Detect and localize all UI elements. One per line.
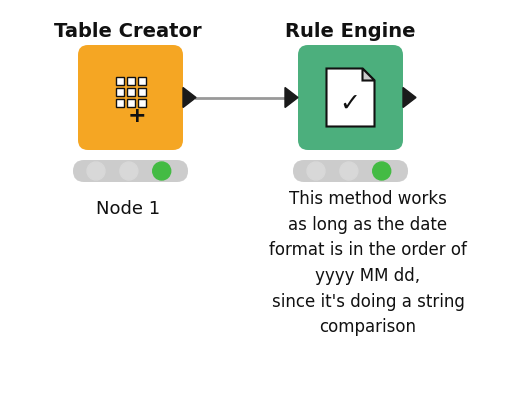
Polygon shape	[327, 68, 374, 126]
Text: Rule Engine: Rule Engine	[285, 22, 415, 41]
Circle shape	[373, 162, 391, 180]
Text: This method works
as long as the date
format is in the order of
yyyy MM dd,
sinc: This method works as long as the date fo…	[269, 190, 467, 337]
Polygon shape	[362, 68, 374, 81]
Bar	[138, 98, 145, 107]
Text: +: +	[127, 107, 146, 126]
Polygon shape	[285, 88, 298, 107]
Bar	[138, 88, 145, 96]
FancyBboxPatch shape	[78, 45, 183, 150]
Bar	[116, 77, 123, 85]
Circle shape	[153, 162, 170, 180]
Circle shape	[307, 162, 325, 180]
Polygon shape	[403, 88, 416, 107]
Bar	[126, 88, 135, 96]
Bar	[116, 88, 123, 96]
Bar	[126, 77, 135, 85]
Bar	[138, 77, 145, 85]
Text: ✓: ✓	[339, 92, 360, 115]
Bar	[116, 98, 123, 107]
Circle shape	[120, 162, 138, 180]
Polygon shape	[183, 88, 196, 107]
FancyBboxPatch shape	[73, 160, 188, 182]
Bar	[126, 98, 135, 107]
FancyBboxPatch shape	[298, 45, 403, 150]
Circle shape	[340, 162, 358, 180]
Text: Table Creator: Table Creator	[54, 22, 202, 41]
Circle shape	[87, 162, 105, 180]
Text: Node 1: Node 1	[96, 200, 160, 218]
FancyBboxPatch shape	[293, 160, 408, 182]
